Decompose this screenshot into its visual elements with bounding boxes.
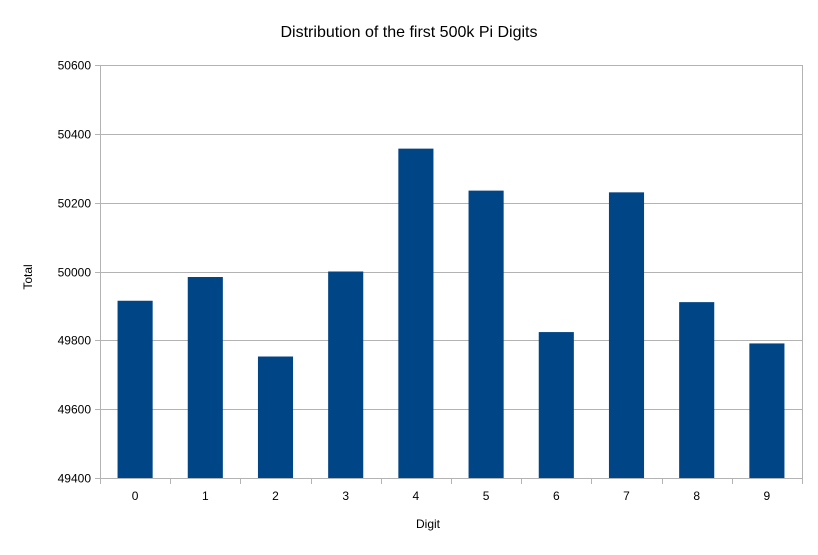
x-tick-label: 4: [413, 489, 420, 503]
bar-digit-4: [398, 148, 434, 478]
bar-digit-8: [679, 302, 715, 478]
x-tick-label: 8: [693, 489, 700, 503]
bar-digit-3: [328, 271, 364, 478]
y-tick-labels: 49400 49600 49800 50000 50200 50400 50600: [58, 59, 92, 486]
x-tick-label: 7: [623, 489, 630, 503]
y-tick-label: 50400: [58, 128, 92, 142]
bar-digit-7: [608, 192, 645, 478]
y-tick-label: 50000: [58, 266, 92, 280]
x-tick-label: 5: [483, 489, 490, 503]
bar-digit-2: [257, 356, 294, 478]
y-tick-label: 50600: [58, 59, 92, 73]
y-tick-label: 49800: [58, 334, 92, 348]
bar-digit-5: [468, 190, 504, 478]
x-tick-label: 2: [272, 489, 279, 503]
axes: [100, 65, 803, 484]
y-tick-label: 49600: [58, 403, 92, 417]
bar-digit-0: [117, 300, 153, 478]
y-tick-label: 49400: [58, 472, 92, 486]
bar-digit-1: [187, 277, 223, 478]
bars: [117, 148, 785, 478]
bar-digit-9: [749, 343, 785, 478]
x-tick-label: 0: [132, 489, 139, 503]
x-tick-label: 6: [553, 489, 560, 503]
x-axis-title: Digit: [416, 517, 441, 531]
x-tick-label: 9: [764, 489, 771, 503]
bar-digit-6: [538, 332, 574, 478]
y-tick-label: 50200: [58, 197, 92, 211]
x-tick-label: 3: [342, 489, 349, 503]
y-axis-title: Total: [21, 264, 35, 289]
x-tick-label: 1: [202, 489, 209, 503]
chart-title: Distribution of the first 500k Pi Digits: [281, 24, 538, 41]
x-tick-labels: 0 1 2 3 4 5 6 7 8 9: [132, 489, 771, 503]
